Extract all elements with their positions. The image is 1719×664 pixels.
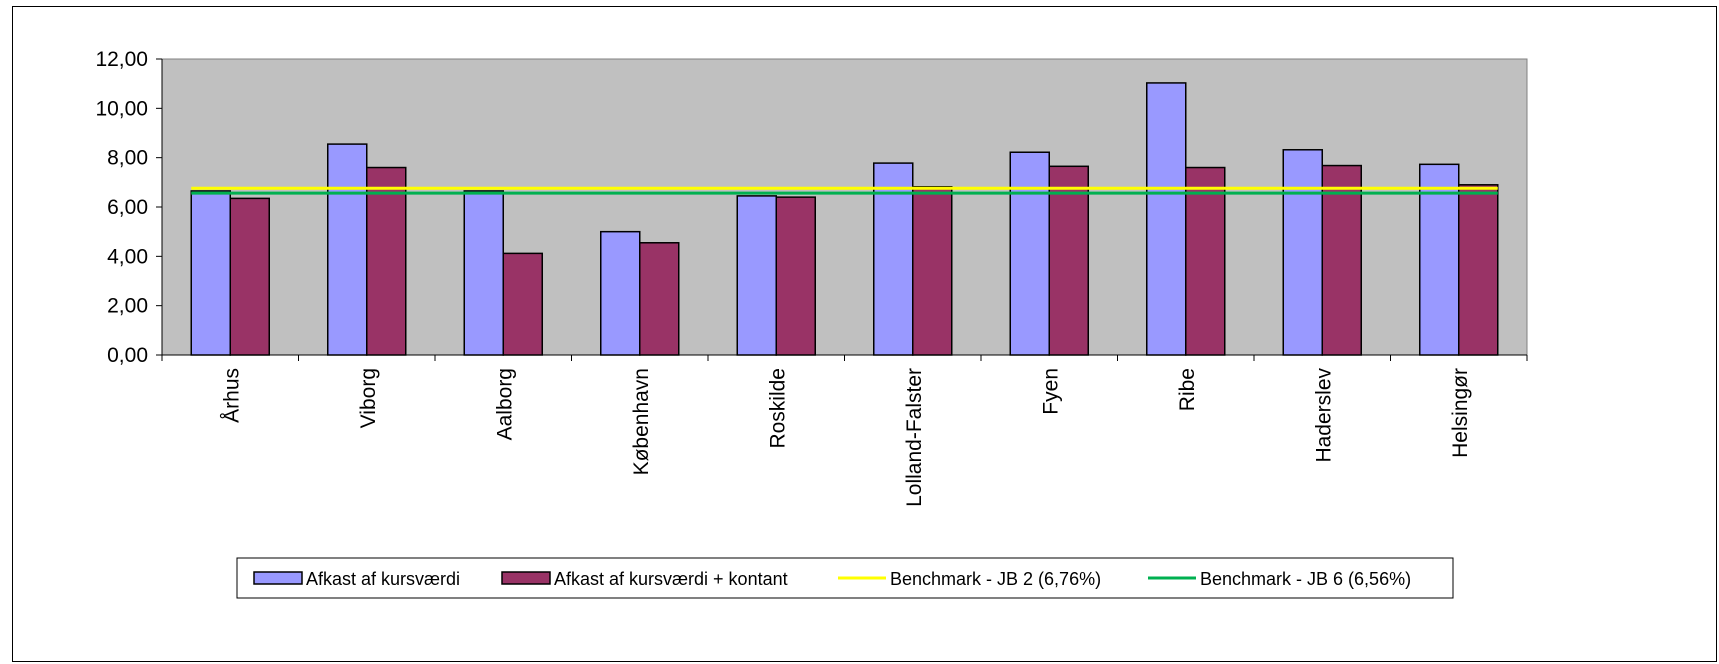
x-category-label: Fyen xyxy=(1039,368,1062,415)
x-category-label: Viborg xyxy=(357,368,380,428)
y-tick-label: 12,00 xyxy=(95,48,148,71)
y-tick-label: 6,00 xyxy=(107,196,148,219)
legend-swatch xyxy=(501,571,551,585)
bar-kursvaerdi-4 xyxy=(736,195,777,356)
y-tick-label: 0,00 xyxy=(107,344,148,367)
benchmark-lines-group xyxy=(191,186,1498,195)
bar-kursvaerdi-kontant-0 xyxy=(229,197,270,356)
bar-kursvaerdi-kontant-4 xyxy=(775,196,816,356)
x-category-label: København xyxy=(630,368,653,475)
y-tick-label: 4,00 xyxy=(107,245,148,268)
legend-label: Benchmark - JB 6 (6,56%) xyxy=(1200,569,1411,589)
bar-kursvaerdi-kontant-5 xyxy=(912,186,953,356)
legend-label: Afkast af kursværdi xyxy=(306,569,460,589)
bar-kursvaerdi-kontant-3 xyxy=(639,242,680,356)
axes-group xyxy=(156,58,1528,361)
legend-label: Benchmark - JB 2 (6,76%) xyxy=(890,569,1101,589)
y-tick-label: 10,00 xyxy=(95,97,148,120)
bar-kursvaerdi-2 xyxy=(463,190,504,356)
y-tick-label: 2,00 xyxy=(107,295,148,318)
x-category-label: Ribe xyxy=(1176,368,1199,411)
bar-kursvaerdi-kontant-1 xyxy=(366,166,407,356)
legend-swatch xyxy=(253,571,303,585)
bar-kursvaerdi-kontant-7 xyxy=(1185,166,1226,356)
x-category-label: Helsingør xyxy=(1449,368,1472,458)
bar-kursvaerdi-kontant-8 xyxy=(1321,164,1362,356)
bar-kursvaerdi-7 xyxy=(1146,82,1187,356)
bar-kursvaerdi-8 xyxy=(1282,149,1323,356)
bars-group xyxy=(190,82,1499,356)
x-category-label: Lolland-Falster xyxy=(903,368,926,507)
x-category-labels: Århus Viborg Aalborg København Roskilde Lolla… xyxy=(220,368,1472,507)
bar-kursvaerdi-1 xyxy=(327,143,368,356)
x-category-label: Haderslev xyxy=(1312,368,1335,463)
y-tick-label: 8,00 xyxy=(107,147,148,170)
bar-kursvaerdi-kontant-9 xyxy=(1458,184,1499,356)
x-category-label: Aalborg xyxy=(493,368,516,440)
bar-kursvaerdi-kontant-2 xyxy=(502,252,543,356)
bar-kursvaerdi-9 xyxy=(1419,163,1460,356)
bar-kursvaerdi-6 xyxy=(1009,151,1050,356)
legend: Afkast af kursværdi Afkast af kursværdi +… xyxy=(236,557,1454,599)
y-tick-labels: 0,00 2,00 4,00 6,00 8,00 10,00 12,00 xyxy=(95,48,148,367)
bar-kursvaerdi-0 xyxy=(190,190,231,356)
bar-kursvaerdi-3 xyxy=(600,230,641,356)
bar-kursvaerdi-kontant-6 xyxy=(1048,165,1089,356)
x-category-label: Roskilde xyxy=(766,368,789,449)
legend-label: Afkast af kursværdi + kontant xyxy=(554,569,788,589)
x-category-label: Århus xyxy=(220,368,243,423)
